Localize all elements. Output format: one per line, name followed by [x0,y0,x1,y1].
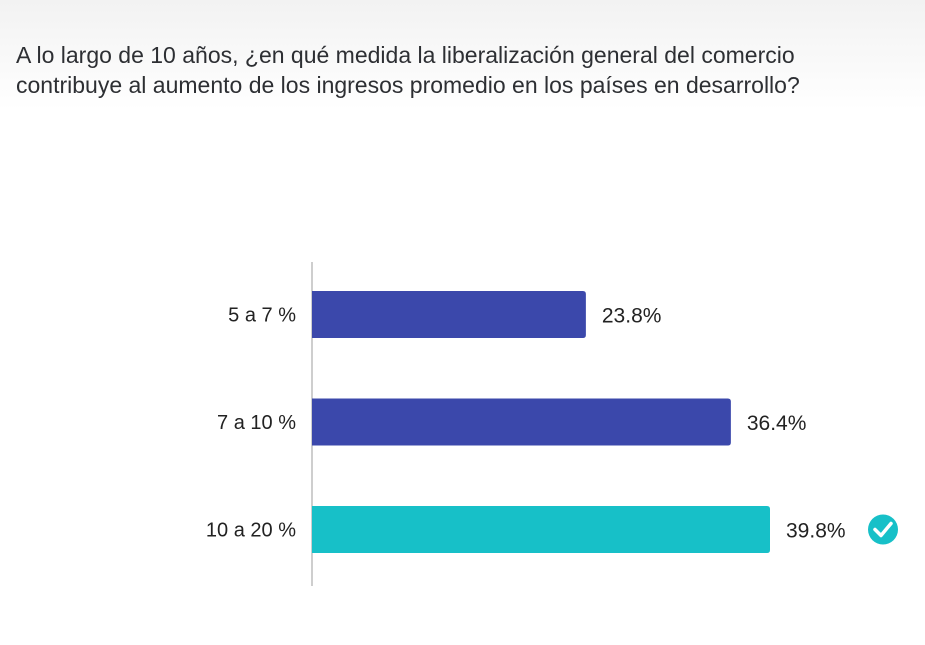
bar [312,291,586,338]
category-label: 5 a 7 % [228,305,296,327]
category-label: 10 a 20 % [206,520,296,542]
value-label: 39.8% [786,520,846,543]
bar [312,506,770,553]
category-label: 7 a 10 % [217,412,296,434]
value-label: 36.4% [747,412,807,435]
bar [312,398,731,446]
value-label: 23.8% [602,305,662,328]
question-title: A lo largo de 10 años, ¿en qué medida la… [16,42,800,98]
check-circle-icon [868,514,898,545]
